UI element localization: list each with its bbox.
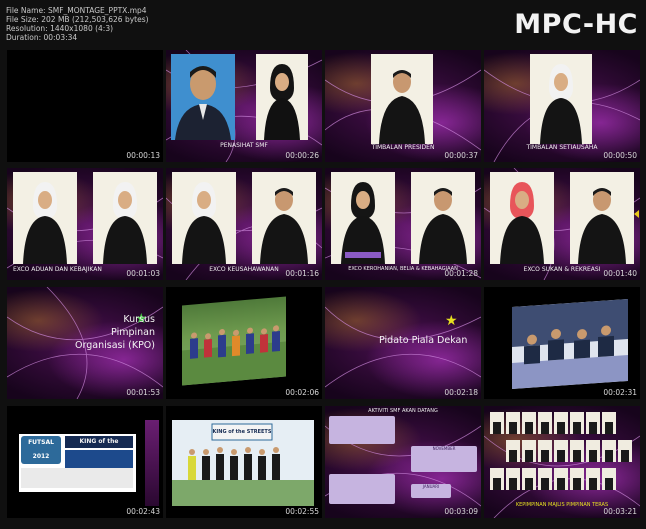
thumbnail-9[interactable]: ★ Kursus Pimpinan Organisasi (KPO) 00:01… bbox=[7, 287, 163, 399]
thumbnail-grid: 00:00:13 PENASIHAT SMF 00:00:26 TIMBALAN… bbox=[4, 50, 644, 524]
timestamp: 00:01:03 bbox=[126, 269, 160, 278]
portrait-photo bbox=[490, 172, 554, 264]
info-box: NOVEMBER bbox=[411, 446, 477, 472]
swirl-decoration bbox=[325, 306, 481, 388]
thumbnail-10[interactable]: 00:02:06 bbox=[166, 287, 322, 399]
portrait-photo bbox=[13, 172, 77, 264]
file-name: File Name: SMF_MONTAGE_PPTX.mp4 bbox=[6, 6, 147, 15]
text-line: Pimpinan bbox=[111, 327, 155, 338]
thumbnail-13[interactable]: FUTSAL 2012 KING of the STREETS 00:02:43 bbox=[7, 406, 163, 518]
banner-title: KING of the STREETS bbox=[65, 436, 133, 457]
timestamp: 00:02:43 bbox=[126, 507, 160, 516]
banner-title: KING of the STREETS bbox=[212, 429, 272, 435]
portrait-photo bbox=[371, 54, 433, 144]
thumbnail-1[interactable]: 00:00:13 bbox=[7, 50, 163, 162]
thumbnail-6[interactable]: EXCO KEUSAHAWANAN 00:01:16 bbox=[166, 168, 322, 280]
portrait-photo bbox=[570, 172, 634, 264]
portrait-photo bbox=[252, 172, 316, 264]
timestamp: 00:00:37 bbox=[444, 151, 478, 160]
caption: EXCO KEUSAHAWANAN bbox=[209, 266, 279, 273]
timestamp: 00:01:40 bbox=[603, 269, 637, 278]
info-box bbox=[329, 474, 395, 504]
portrait-photo bbox=[172, 172, 236, 264]
thumbnail-4[interactable]: TIMBALAN SETIAUSAHA 00:00:50 bbox=[484, 50, 640, 162]
timestamp: 00:01:16 bbox=[285, 269, 319, 278]
thumbnail-7[interactable]: EXCO KEROHANIAN, BELIA & KEBAHAGIAAN 00:… bbox=[325, 168, 481, 280]
duration: Duration: 00:03:34 bbox=[6, 33, 78, 42]
event-photo: KING of the STREETS bbox=[172, 420, 314, 506]
meeting-photo bbox=[512, 298, 628, 390]
thumbnail-5[interactable]: EXCO ADUAN DAN KEBAJIKAN 00:01:03 bbox=[7, 168, 163, 280]
caption: EXCO KEROHANIAN, BELIA & KEBAHAGIAAN bbox=[348, 266, 458, 272]
group-photo bbox=[182, 296, 286, 386]
resolution: Resolution: 1440x1080 (4:3) bbox=[6, 24, 114, 33]
star-icon: ★ bbox=[135, 311, 148, 327]
timestamp: 00:02:06 bbox=[285, 388, 319, 397]
slide-text: Pidato Piala Dekan bbox=[379, 335, 468, 346]
portrait-photo bbox=[331, 172, 395, 264]
file-info-header: File Name: SMF_MONTAGE_PPTX.mp4 File Siz… bbox=[0, 0, 646, 52]
portrait-photo bbox=[93, 172, 157, 264]
caption: KEPIMPINAN MAJLIS PIMPINAN TERAS bbox=[515, 502, 609, 508]
sponsor-strip bbox=[21, 468, 133, 488]
timestamp: 00:00:13 bbox=[126, 151, 160, 160]
star-icon: ★ bbox=[445, 313, 458, 329]
portrait-photo bbox=[171, 54, 235, 140]
slide-text: Kursus Pimpinan Organisasi (KPO) bbox=[75, 313, 155, 352]
caption: PENASIHAT SMF bbox=[220, 142, 268, 149]
portrait-photo bbox=[530, 54, 592, 144]
timestamp: 00:00:50 bbox=[603, 151, 637, 160]
timestamp: 00:02:31 bbox=[603, 388, 637, 397]
futsal-label: FUTSAL 2012 bbox=[21, 436, 61, 464]
timestamp: 00:03:09 bbox=[444, 507, 478, 516]
file-size: File Size: 202 MB (212,503,626 bytes) bbox=[6, 15, 149, 24]
arrow-icon bbox=[634, 210, 639, 218]
timestamp: 00:02:18 bbox=[444, 388, 478, 397]
caption: EXCO ADUAN DAN KEBAJIKAN bbox=[13, 266, 102, 273]
app-logo: MPC-HC bbox=[514, 9, 638, 40]
portrait-photo bbox=[411, 172, 475, 264]
thumbnail-12[interactable]: 00:02:31 bbox=[484, 287, 640, 399]
swirl-decoration bbox=[7, 287, 163, 399]
thumbnail-16[interactable]: KEPIMPINAN MAJLIS PIMPINAN TERAS 00:03:2… bbox=[484, 406, 640, 518]
caption: TIMBALAN PRESIDEN bbox=[371, 144, 435, 151]
box-label: JANUARI bbox=[422, 484, 440, 489]
timestamp: 00:02:55 bbox=[285, 507, 319, 516]
thumbnail-2[interactable]: PENASIHAT SMF 00:00:26 bbox=[166, 50, 322, 162]
caption: TIMBALAN SETIAUSAHA bbox=[526, 144, 598, 151]
info-box: JANUARI bbox=[411, 484, 451, 498]
portrait-grid bbox=[490, 412, 632, 490]
info-box bbox=[329, 416, 395, 444]
thumbnail-3[interactable]: TIMBALAN PRESIDEN 00:00:37 bbox=[325, 50, 481, 162]
timestamp: 00:01:53 bbox=[126, 388, 160, 397]
slide-title: AKTIVITI SMF AKAN DATANG bbox=[368, 408, 438, 414]
thumbnail-14[interactable]: KING of the STREETS 00:02:55 bbox=[166, 406, 322, 518]
slide-edge bbox=[145, 420, 159, 506]
thumbnail-11[interactable]: ★ Pidato Piala Dekan 00:02:18 bbox=[325, 287, 481, 399]
portrait-photo bbox=[256, 54, 308, 140]
timestamp: 00:01:28 bbox=[444, 269, 478, 278]
text-line: Organisasi (KPO) bbox=[75, 340, 155, 351]
timestamp: 00:00:26 bbox=[285, 151, 319, 160]
thumbnail-8[interactable]: EXCO SUKAN & REKREASI 00:01:40 bbox=[484, 168, 640, 280]
box-label: NOVEMBER bbox=[432, 446, 456, 451]
poster-image: FUTSAL 2012 KING of the STREETS bbox=[19, 434, 136, 492]
thumbnail-15[interactable]: AKTIVITI SMF AKAN DATANG NOVEMBER JANUAR… bbox=[325, 406, 481, 518]
text-line: Kursus bbox=[123, 314, 155, 325]
banner-body bbox=[65, 450, 133, 470]
timestamp: 00:03:21 bbox=[603, 507, 637, 516]
caption: EXCO SUKAN & REKREASI bbox=[523, 266, 601, 273]
